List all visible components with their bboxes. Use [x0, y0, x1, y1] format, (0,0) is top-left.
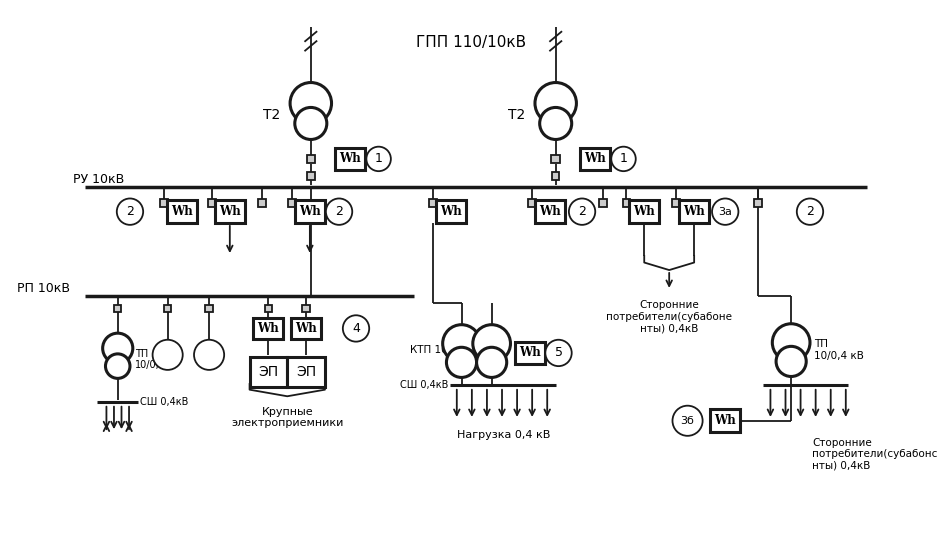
- Text: Wh: Wh: [299, 205, 321, 218]
- Bar: [287, 357, 325, 387]
- Text: ЭП: ЭП: [296, 365, 316, 379]
- Circle shape: [367, 147, 390, 171]
- Text: Wh: Wh: [683, 205, 705, 218]
- Circle shape: [473, 325, 510, 363]
- Circle shape: [776, 346, 807, 377]
- Text: 1: 1: [374, 152, 383, 165]
- Text: 2: 2: [126, 205, 134, 218]
- Text: Wh: Wh: [171, 205, 193, 218]
- Circle shape: [446, 347, 477, 377]
- Bar: [754, 199, 762, 207]
- Circle shape: [673, 405, 703, 436]
- Circle shape: [290, 82, 332, 124]
- Bar: [535, 201, 565, 223]
- Circle shape: [105, 354, 130, 378]
- Text: РУ 10кВ: РУ 10кВ: [73, 173, 124, 186]
- Text: Сторонние
потребители(субабонс
нты) 0,4кВ: Сторонние потребители(субабонс нты) 0,4к…: [812, 438, 938, 471]
- Text: ГПП 110/10кВ: ГПП 110/10кВ: [416, 35, 526, 50]
- Bar: [208, 199, 216, 207]
- Circle shape: [443, 325, 481, 363]
- Circle shape: [477, 347, 506, 377]
- Text: Т2: Т2: [507, 108, 524, 121]
- Text: Т2: Т2: [262, 108, 280, 121]
- Bar: [552, 172, 560, 179]
- Circle shape: [153, 340, 182, 370]
- Text: ТП
10/0,4 кВ: ТП 10/0,4 кВ: [814, 339, 864, 361]
- Bar: [166, 201, 197, 223]
- Text: СШ 0,4кВ: СШ 0,4кВ: [141, 397, 189, 407]
- Text: Сторонние
потребители(субабоне
нты) 0,4кВ: Сторонние потребители(субабоне нты) 0,4к…: [606, 300, 732, 333]
- Text: Wh: Wh: [520, 346, 542, 359]
- Text: 2: 2: [335, 205, 343, 218]
- Circle shape: [772, 324, 810, 362]
- Circle shape: [540, 107, 572, 139]
- Text: Wh: Wh: [634, 205, 656, 218]
- Text: 3б: 3б: [680, 416, 694, 426]
- Text: 2: 2: [579, 205, 586, 218]
- Bar: [528, 199, 536, 207]
- Circle shape: [569, 198, 596, 225]
- Text: Wh: Wh: [584, 152, 606, 165]
- Bar: [307, 154, 315, 163]
- Bar: [679, 201, 710, 223]
- Bar: [164, 305, 171, 312]
- Text: Wh: Wh: [440, 205, 462, 218]
- Circle shape: [117, 198, 143, 225]
- Circle shape: [103, 333, 133, 363]
- Circle shape: [194, 340, 224, 370]
- Bar: [629, 201, 659, 223]
- Bar: [599, 199, 606, 207]
- Circle shape: [294, 107, 327, 139]
- Bar: [673, 199, 680, 207]
- Bar: [429, 199, 437, 207]
- Bar: [288, 199, 295, 207]
- Bar: [711, 409, 740, 432]
- Bar: [265, 305, 273, 312]
- Circle shape: [343, 315, 370, 341]
- Bar: [291, 318, 321, 339]
- Text: Wh: Wh: [714, 414, 736, 427]
- Text: Нагрузка 0,4 кВ: Нагрузка 0,4 кВ: [457, 430, 551, 440]
- Circle shape: [611, 147, 636, 171]
- Bar: [622, 199, 630, 207]
- Bar: [294, 201, 325, 223]
- Bar: [551, 154, 560, 163]
- Bar: [161, 199, 167, 207]
- Bar: [215, 201, 245, 223]
- Text: Wh: Wh: [257, 322, 279, 335]
- Bar: [254, 318, 283, 339]
- Bar: [205, 305, 213, 312]
- Bar: [307, 172, 314, 179]
- Bar: [515, 341, 545, 364]
- Text: Wh: Wh: [295, 322, 317, 335]
- Bar: [335, 147, 366, 170]
- Bar: [114, 305, 122, 312]
- Text: 5: 5: [555, 346, 562, 359]
- Bar: [302, 305, 310, 312]
- Circle shape: [712, 198, 738, 225]
- Bar: [258, 199, 266, 207]
- Text: 4: 4: [352, 322, 360, 335]
- Text: 3а: 3а: [718, 207, 732, 217]
- Text: 2: 2: [806, 205, 814, 218]
- Text: Wh: Wh: [540, 205, 560, 218]
- Circle shape: [326, 198, 352, 225]
- Bar: [580, 147, 610, 170]
- Bar: [436, 201, 466, 223]
- Text: КТП 10/0,4: КТП 10/0,4: [409, 345, 467, 355]
- Circle shape: [797, 198, 824, 225]
- Text: Крупные
электроприемники: Крупные электроприемники: [231, 406, 344, 428]
- Text: СШ 0,4кВ: СШ 0,4кВ: [400, 380, 448, 390]
- Circle shape: [545, 340, 572, 366]
- Text: Wh: Wh: [339, 152, 361, 165]
- Text: ЭП: ЭП: [258, 365, 278, 379]
- Text: ТП
10/0,4: ТП 10/0,4: [135, 349, 165, 370]
- Text: Wh: Wh: [218, 205, 240, 218]
- Text: 1: 1: [619, 152, 627, 165]
- Text: РП 10кВ: РП 10кВ: [17, 282, 70, 295]
- Circle shape: [535, 82, 577, 124]
- Bar: [250, 357, 287, 387]
